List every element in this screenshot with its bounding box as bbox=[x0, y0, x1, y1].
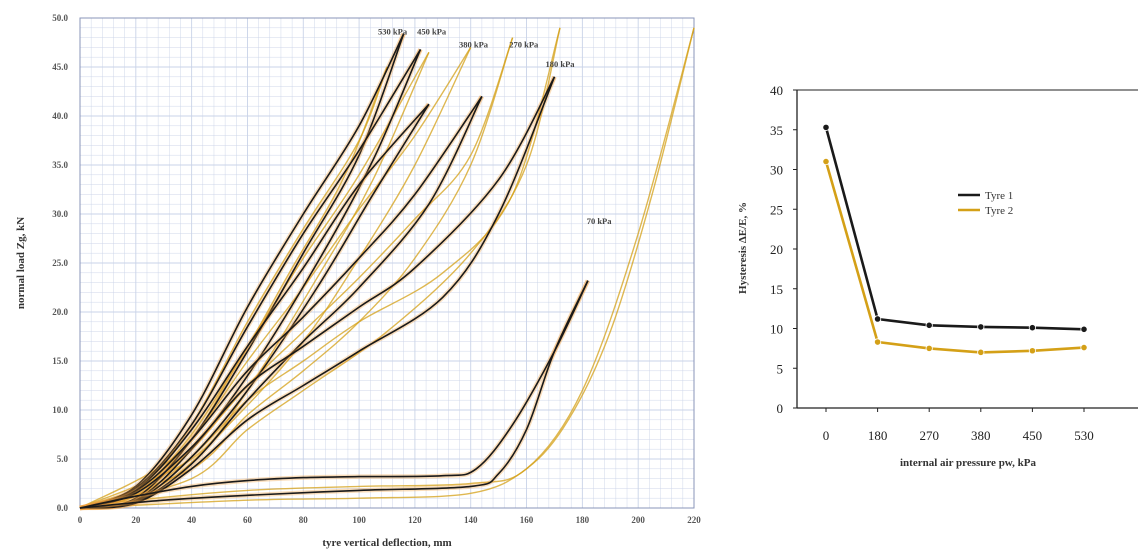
right-y-tick-label: 20 bbox=[770, 242, 783, 257]
pressure-annotation: 70 kPa bbox=[587, 216, 613, 226]
halo-loading-530-kpa-tyre1 bbox=[79, 32, 406, 511]
right-x-tick-label: 450 bbox=[1023, 428, 1043, 443]
pressure-annotation: 380 kPa bbox=[459, 39, 489, 49]
legend-label-tyre-1: Tyre 1 bbox=[985, 190, 1013, 202]
data-point-tyre-1 bbox=[977, 323, 985, 331]
left-y-tick-label: 5.0 bbox=[57, 454, 69, 464]
left-x-tick-label: 140 bbox=[464, 515, 478, 525]
right-y-tick-label: 10 bbox=[770, 322, 783, 337]
left-y-tick-label: 0.0 bbox=[57, 503, 69, 513]
left-x-tick-label: 120 bbox=[408, 515, 422, 525]
left-x-tick-label: 80 bbox=[299, 515, 309, 525]
left-x-tick-label: 0 bbox=[78, 515, 83, 525]
curve-unloading-530-kpa-tyre1 bbox=[79, 33, 405, 509]
curve-loading-70-kpa-tyre1 bbox=[79, 280, 589, 509]
data-point-tyre-2 bbox=[977, 348, 985, 356]
left-y-tick-label: 40.0 bbox=[52, 111, 68, 121]
curve-unloading-70-kpa-tyre2 bbox=[79, 27, 695, 509]
left-y-tick-label: 50.0 bbox=[52, 13, 68, 23]
left-grid bbox=[79, 17, 695, 509]
left-x-tick-label: 60 bbox=[243, 515, 253, 525]
right-y-axis-label: Hysteresis ΔE/E, % bbox=[737, 202, 749, 294]
pressure-annotation: 450 kPa bbox=[417, 27, 447, 37]
curve-loading-270-kpa-tyre1 bbox=[79, 95, 483, 509]
left-chart: 0 20 40 60 80 100 120 140 160 180 200 220 0.0 5.0 10.… bbox=[15, 13, 701, 549]
left-y-ticks: 0.0 5.0 10.0 15.0 20.0 25.0 30.0 35.0 40.0 45.0 50… bbox=[52, 13, 68, 513]
curve-unloading-70-kpa-tyre1 bbox=[79, 280, 589, 509]
right-x-tick-label: 180 bbox=[868, 428, 888, 443]
data-point-tyre-2 bbox=[1080, 343, 1088, 352]
right-y-tick-label: 35 bbox=[770, 123, 783, 138]
right-chart: 0 5 10 15 20 25 30 35 40 0 180 270 380 450 530 Tyre 1 … bbox=[737, 83, 1138, 469]
right-x-tick-label: 270 bbox=[919, 428, 939, 443]
right-y-tick-label: 25 bbox=[770, 202, 783, 217]
legend-label-tyre-2: Tyre 2 bbox=[985, 205, 1013, 217]
curve-unloading-450-kpa-tyre1 bbox=[79, 49, 422, 509]
data-point-tyre-2 bbox=[925, 344, 933, 352]
left-y-tick-label: 30.0 bbox=[52, 209, 68, 219]
pressure-annotation: 530 kPa bbox=[378, 27, 408, 37]
curve-loading-380-kpa-tyre1 bbox=[79, 103, 430, 509]
left-y-tick-label: 20.0 bbox=[52, 307, 68, 317]
left-x-tick-label: 200 bbox=[631, 515, 645, 525]
curve-unloading-180-kpa-tyre2 bbox=[79, 27, 561, 509]
left-x-tick-label: 160 bbox=[520, 515, 534, 525]
curve-loading-180-kpa-tyre2 bbox=[79, 27, 561, 509]
right-series bbox=[822, 123, 1088, 356]
data-point-tyre-1 bbox=[873, 315, 882, 323]
left-x-tick-label: 100 bbox=[352, 515, 366, 525]
right-x-tick-label: 380 bbox=[971, 428, 991, 443]
series-line-tyre-1 bbox=[824, 127, 1085, 331]
halo-unloading-530-kpa-tyre1 bbox=[79, 32, 406, 511]
right-legend: Tyre 1 Tyre 2 bbox=[958, 190, 1013, 217]
curve-unloading-380-kpa-tyre1 bbox=[79, 103, 430, 509]
curve-loading-530-kpa-tyre1 bbox=[79, 33, 405, 509]
data-point-tyre-1 bbox=[1028, 324, 1037, 332]
curve-unloading-270-kpa-tyre1 bbox=[79, 96, 483, 509]
left-y-axis-label: normal load Zg, kN bbox=[15, 217, 27, 309]
data-point-tyre-2 bbox=[873, 338, 882, 346]
left-x-tick-label: 220 bbox=[687, 515, 701, 525]
right-y-tick-label: 30 bbox=[770, 163, 783, 178]
right-y-tick-label: 0 bbox=[777, 401, 784, 416]
right-x-tick-label: 0 bbox=[823, 428, 830, 443]
right-ticks: 0 5 10 15 20 25 30 35 40 0 180 270 380 450 530 bbox=[770, 83, 1094, 443]
pressure-annotation: 270 kPa bbox=[509, 39, 539, 49]
curve-unloading-450-kpa-tyre2 bbox=[79, 52, 430, 509]
left-y-tick-label: 10.0 bbox=[52, 405, 68, 415]
data-point-tyre-1 bbox=[925, 321, 933, 329]
curve-loading-450-kpa-tyre1 bbox=[79, 48, 422, 509]
right-y-tick-label: 15 bbox=[770, 282, 783, 297]
left-y-tick-label: 15.0 bbox=[52, 356, 68, 366]
right-x-tick-label: 530 bbox=[1074, 428, 1094, 443]
left-annotations: 530 kPa 450 kPa 380 kPa 270 kPa 180 kPa 70 kP… bbox=[378, 27, 612, 226]
right-y-tick-label: 40 bbox=[770, 83, 783, 98]
left-y-tick-label: 35.0 bbox=[52, 160, 68, 170]
left-x-tick-label: 20 bbox=[131, 515, 141, 525]
left-y-tick-label: 45.0 bbox=[52, 62, 68, 72]
curve-loading-180-kpa-tyre1 bbox=[79, 76, 556, 509]
data-point-tyre-2 bbox=[822, 157, 830, 166]
left-plot-frame bbox=[79, 17, 695, 509]
left-x-tick-label: 40 bbox=[187, 515, 197, 525]
curve-loading-70-kpa-tyre2 bbox=[79, 27, 695, 509]
data-point-tyre-1 bbox=[1080, 325, 1088, 333]
right-y-tick-label: 5 bbox=[777, 361, 784, 376]
left-y-tick-label: 25.0 bbox=[52, 258, 68, 268]
curve-loading-380-kpa-tyre2 bbox=[79, 47, 472, 509]
curve-unloading-180-kpa-tyre1 bbox=[79, 76, 556, 509]
left-x-tick-label: 180 bbox=[576, 515, 590, 525]
data-point-tyre-1 bbox=[822, 123, 830, 131]
pressure-annotation: 180 kPa bbox=[546, 59, 576, 69]
left-curves bbox=[79, 27, 695, 511]
data-point-tyre-2 bbox=[1028, 347, 1037, 355]
right-x-axis-label: internal air pressure pw, kPa bbox=[900, 457, 1036, 469]
left-x-axis-label: tyre vertical deflection, mm bbox=[322, 537, 451, 549]
left-x-ticks: 0 20 40 60 80 100 120 140 160 180 200 220 bbox=[78, 515, 702, 525]
series-line-tyre-2 bbox=[824, 161, 1085, 354]
curve-loading-270-kpa-tyre2 bbox=[79, 37, 514, 509]
